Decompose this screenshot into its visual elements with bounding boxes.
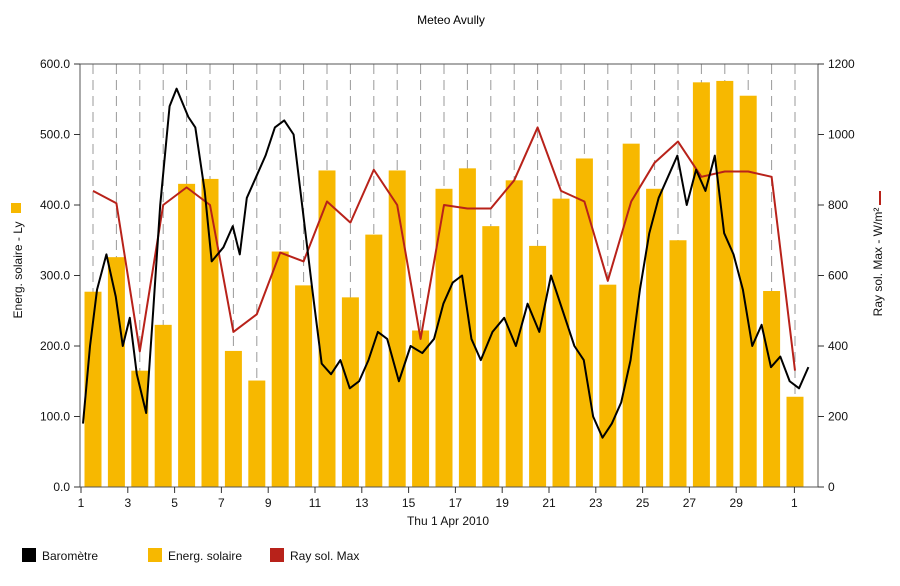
x-tick-label: 11 — [309, 496, 322, 510]
bar-energ-solaire — [575, 158, 593, 487]
x-tick-label: 23 — [589, 496, 603, 510]
legend-swatch-ray-sol-max — [270, 548, 284, 562]
line-ray-sol-max — [92, 126, 796, 371]
x-tick-label: 25 — [636, 496, 650, 510]
bar-energ-solaire — [154, 324, 172, 487]
bar-energ-solaire — [599, 284, 617, 487]
y-left-ticks: 0.0 100.0 200.0 300.0 400.0 500.0 600.0 — [40, 57, 80, 494]
y-right-tick-label: 600 — [828, 269, 848, 283]
y-right-tick-label: 1000 — [828, 128, 855, 142]
x-tick-label: 15 — [402, 496, 416, 510]
y-right-axis-title: Ray sol. Max - W/m² — [871, 208, 885, 317]
line-barometre — [82, 87, 810, 439]
y-right-tick-label: 200 — [828, 410, 848, 424]
bar-energ-solaire — [552, 198, 570, 487]
bar-energ-solaire — [295, 285, 313, 487]
bar-energ-solaire — [458, 168, 476, 487]
y-left-tick-label: 100.0 — [40, 410, 70, 424]
x-tick-label: 1 — [791, 496, 798, 510]
chart-title: Meteo Avully — [417, 13, 485, 27]
y-right-tick-label: 1200 — [828, 57, 855, 71]
bar-energ-solaire — [248, 380, 266, 487]
x-tick-label: 9 — [265, 496, 272, 510]
x-tick-label: 5 — [171, 496, 178, 510]
bar-energ-solaire — [412, 330, 430, 487]
bar-energ-solaire — [201, 178, 219, 488]
y-left-tick-label: 0.0 — [53, 480, 70, 494]
y-left-legend-swatch — [11, 203, 21, 213]
x-tick-label: 27 — [683, 496, 697, 510]
bar-energ-solaire — [178, 183, 196, 487]
x-tick-label: 1 — [78, 496, 85, 510]
legend: Baromètre Energ. solaire Ray sol. Max — [22, 548, 359, 563]
y-left-axis-title: Energ. solaire - Ly — [11, 222, 25, 319]
x-tick-label: 3 — [124, 496, 131, 510]
y-left-tick-label: 500.0 — [40, 128, 70, 142]
bar-energ-solaire — [271, 251, 289, 487]
legend-swatch-energ-solaire — [148, 548, 162, 562]
bar-energ-solaire — [716, 80, 734, 488]
bar-energ-solaire — [224, 350, 242, 487]
x-axis-title: Thu 1 Apr 2010 — [407, 514, 489, 528]
bar-energ-solaire — [786, 396, 804, 487]
x-ticks: 1 3 5 7 9 11 13 15 17 19 21 23 25 27 29 1 — [78, 487, 798, 510]
x-tick-label: 13 — [355, 496, 369, 510]
x-tick-label: 19 — [496, 496, 510, 510]
y-left-tick-label: 300.0 — [40, 269, 70, 283]
bars-energ-solaire — [84, 80, 804, 488]
bar-energ-solaire — [365, 234, 383, 487]
bar-energ-solaire — [505, 180, 523, 487]
bar-energ-solaire — [482, 226, 500, 487]
x-tick-label: 21 — [542, 496, 556, 510]
y-left-tick-label: 600.0 — [40, 57, 70, 71]
legend-label-energ-solaire: Energ. solaire — [168, 549, 242, 563]
y-left-tick-label: 400.0 — [40, 198, 70, 212]
y-right-tick-label: 800 — [828, 198, 848, 212]
bar-energ-solaire — [646, 188, 664, 487]
x-tick-label: 7 — [218, 496, 225, 510]
y-right-tick-label: 400 — [828, 339, 848, 353]
legend-label-barometre: Baromètre — [42, 549, 98, 563]
bar-energ-solaire — [107, 257, 125, 487]
y-right-tick-label: 0 — [828, 480, 835, 494]
bar-energ-solaire — [622, 143, 640, 488]
bar-energ-solaire — [529, 245, 547, 487]
bar-energ-solaire — [763, 291, 781, 487]
bar-energ-solaire — [739, 95, 757, 487]
lines — [82, 87, 810, 439]
bar-energ-solaire — [341, 297, 359, 487]
x-tick-label: 17 — [449, 496, 463, 510]
bar-energ-solaire — [388, 170, 406, 487]
y-left-tick-label: 200.0 — [40, 339, 70, 353]
bar-energ-solaire — [318, 170, 336, 487]
bar-energ-solaire — [692, 82, 710, 487]
bar-energ-solaire — [84, 291, 102, 487]
bar-energ-solaire — [435, 188, 453, 487]
legend-label-ray-sol-max: Ray sol. Max — [290, 549, 359, 563]
x-tick-label: 29 — [730, 496, 744, 510]
bar-energ-solaire — [669, 240, 687, 487]
y-right-ticks: 0 200 400 600 800 1000 1200 — [818, 57, 855, 494]
bar-energ-solaire — [131, 370, 149, 487]
legend-swatch-barometre — [22, 548, 36, 562]
